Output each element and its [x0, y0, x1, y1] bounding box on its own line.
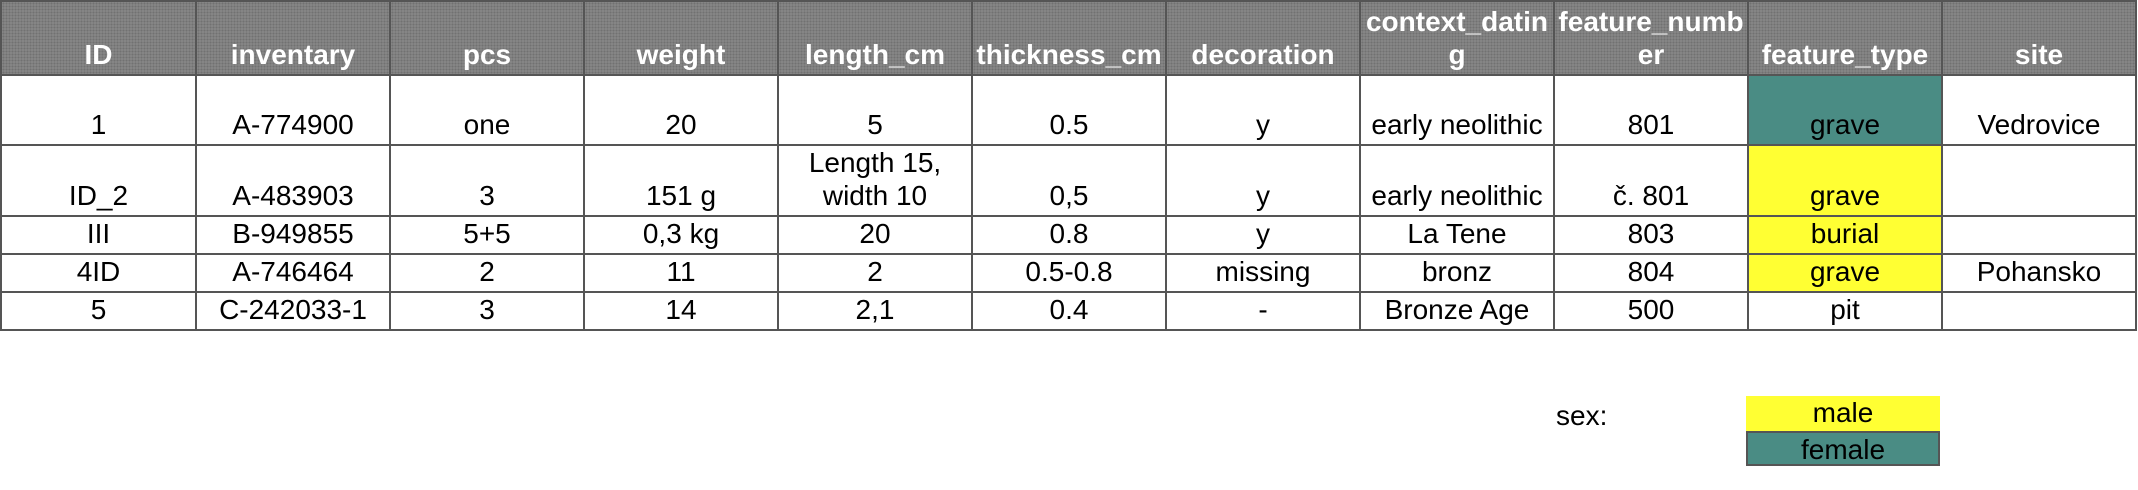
table-cell[interactable]: 14 [583, 291, 779, 331]
table-cell[interactable]: 500 [1553, 291, 1749, 331]
table-cell[interactable]: 2 [389, 253, 585, 293]
header-cell-feature-type[interactable]: feature_type [1747, 0, 1943, 76]
header-cell-weight[interactable]: weight [583, 0, 779, 76]
table-cell[interactable]: 0.5-0.8 [971, 253, 1167, 293]
table-cell[interactable] [1941, 144, 2137, 217]
table-cell[interactable]: 0.5 [971, 74, 1167, 146]
table-cell[interactable]: III [0, 215, 197, 255]
table-row: 5 C-242033-1 3 14 2,1 0.4 - Bronze Age 5… [0, 291, 2137, 331]
header-cell-length[interactable]: length_cm [777, 0, 973, 76]
table-cell[interactable]: 804 [1553, 253, 1749, 293]
table-cell[interactable]: 0.8 [971, 215, 1167, 255]
table-cell[interactable]: B-949855 [195, 215, 391, 255]
table-cell[interactable]: 151 g [583, 144, 779, 217]
table-cell[interactable]: 803 [1553, 215, 1749, 255]
table-cell[interactable]: 0,3 kg [583, 215, 779, 255]
table-cell[interactable]: Vedrovice [1941, 74, 2137, 146]
header-cell-site[interactable]: site [1941, 0, 2137, 76]
table-cell[interactable]: 3 [389, 144, 585, 217]
feature-type-cell[interactable]: burial [1747, 215, 1943, 255]
table-row: 1 A-774900 one 20 5 0.5 y early neolithi… [0, 74, 2137, 146]
table-cell[interactable]: Bronze Age [1359, 291, 1555, 331]
table-cell[interactable]: La Tene [1359, 215, 1555, 255]
feature-type-cell[interactable]: grave [1747, 253, 1943, 293]
table-cell[interactable]: 3 [389, 291, 585, 331]
table-row: ID_2 A-483903 3 151 g Length 15, width 1… [0, 144, 2137, 217]
table-cell[interactable]: A-746464 [195, 253, 391, 293]
table-cell[interactable]: early neolithic [1359, 144, 1555, 217]
header-cell-inventary[interactable]: inventary [195, 0, 391, 76]
table-cell[interactable]: A-774900 [195, 74, 391, 146]
table-cell[interactable]: bronz [1359, 253, 1555, 293]
feature-type-cell[interactable]: grave [1747, 74, 1943, 146]
table-cell[interactable]: C-242033-1 [195, 291, 391, 331]
table-cell[interactable]: č. 801 [1553, 144, 1749, 217]
table-cell[interactable]: 20 [583, 74, 779, 146]
table-cell[interactable]: 801 [1553, 74, 1749, 146]
table-cell[interactable]: one [389, 74, 585, 146]
feature-type-cell[interactable]: pit [1747, 291, 1943, 331]
table-cell[interactable]: 11 [583, 253, 779, 293]
sex-legend-label: sex: [1556, 400, 1608, 431]
table-cell[interactable]: 0.4 [971, 291, 1167, 331]
data-table: ID inventary pcs weight length_cm thickn… [0, 0, 2137, 331]
header-cell-context-dating[interactable]: context_dating [1359, 0, 1555, 76]
table-row: 4ID A-746464 2 11 2 0.5-0.8 missing bron… [0, 253, 2137, 293]
table-cell[interactable]: 5+5 [389, 215, 585, 255]
header-cell-id[interactable]: ID [0, 0, 197, 76]
table-cell[interactable]: 5 [0, 291, 197, 331]
table-row: III B-949855 5+5 0,3 kg 20 0.8 y La Tene… [0, 215, 2137, 255]
table-cell[interactable]: missing [1165, 253, 1361, 293]
table-cell[interactable]: 20 [777, 215, 973, 255]
table-cell[interactable]: Pohansko [1941, 253, 2137, 293]
table-cell[interactable]: early neolithic [1359, 74, 1555, 146]
header-cell-feature-number[interactable]: feature_number [1553, 0, 1749, 76]
table-cell[interactable]: ID_2 [0, 144, 197, 217]
legend-female-swatch[interactable]: female [1746, 431, 1940, 466]
header-cell-pcs[interactable]: pcs [389, 0, 585, 76]
table-cell[interactable]: Length 15, width 10 [777, 144, 973, 217]
table-cell[interactable]: 4ID [0, 253, 197, 293]
table-cell[interactable]: y [1165, 144, 1361, 217]
header-cell-thickness[interactable]: thickness_cm [971, 0, 1167, 76]
table-cell[interactable]: 5 [777, 74, 973, 146]
table-cell[interactable] [1941, 215, 2137, 255]
header-cell-decoration[interactable]: decoration [1165, 0, 1361, 76]
header-row: ID inventary pcs weight length_cm thickn… [0, 0, 2137, 76]
table-cell[interactable]: A-483903 [195, 144, 391, 217]
table-cell[interactable]: 1 [0, 74, 197, 146]
table-cell[interactable]: 2,1 [777, 291, 973, 331]
table-cell[interactable]: y [1165, 215, 1361, 255]
table-cell[interactable]: - [1165, 291, 1361, 331]
table-cell[interactable]: y [1165, 74, 1361, 146]
legend-male-swatch[interactable]: male [1746, 396, 1940, 431]
feature-type-cell[interactable]: grave [1747, 144, 1943, 217]
table-cell[interactable] [1941, 291, 2137, 331]
table-cell[interactable]: 2 [777, 253, 973, 293]
table-cell[interactable]: 0,5 [971, 144, 1167, 217]
